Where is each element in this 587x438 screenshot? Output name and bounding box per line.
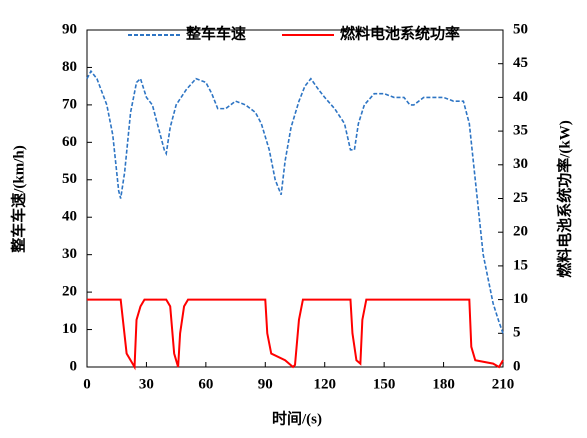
y-tick-label: 10 xyxy=(62,321,77,337)
x-tick-label: 150 xyxy=(373,376,396,392)
x-tick-label: 30 xyxy=(139,376,154,392)
y-tick-label: 50 xyxy=(62,171,77,187)
x-tick-label: 60 xyxy=(198,376,213,392)
y-tick-label: 60 xyxy=(62,134,77,150)
y2-tick-label: 15 xyxy=(513,257,528,273)
y2-tick-label: 50 xyxy=(513,21,528,37)
x-axis-label: 时间/(s) xyxy=(272,409,322,427)
y-tick-label: 40 xyxy=(62,209,77,225)
y2-tick-label: 0 xyxy=(513,358,521,374)
y2-tick-label: 20 xyxy=(513,224,528,240)
y-tick-label: 90 xyxy=(62,21,77,37)
y2-tick-label: 45 xyxy=(513,55,528,71)
y2-tick-label: 35 xyxy=(513,123,528,139)
x-tick-label: 210 xyxy=(492,376,515,392)
y-tick-label: 70 xyxy=(62,96,77,112)
x-tick-label: 180 xyxy=(432,376,455,392)
y2-tick-label: 25 xyxy=(513,190,528,206)
y-tick-label: 30 xyxy=(62,246,77,262)
y-tick-label: 20 xyxy=(62,284,77,300)
plot-frame xyxy=(86,29,504,368)
y-tick-label: 0 xyxy=(70,358,78,374)
y2-tick-label: 5 xyxy=(513,325,521,341)
series-line xyxy=(87,298,504,371)
y2-tick-label: 30 xyxy=(513,156,528,172)
series-line xyxy=(86,69,504,334)
x-tick-label: 0 xyxy=(83,376,91,392)
y2-axis-label: 燃料电池系统功率/(kW) xyxy=(555,120,573,278)
x-tick-label: 120 xyxy=(313,376,336,392)
y2-tick-label: 40 xyxy=(513,89,528,105)
legend-label: 整车车速 xyxy=(186,24,246,42)
y-tick-label: 80 xyxy=(62,59,77,75)
y-axis-label: 整车车速/(km/h) xyxy=(9,145,27,253)
legend-label: 燃料电池系统功率 xyxy=(340,24,460,42)
y2-tick-label: 10 xyxy=(513,291,528,307)
x-tick-label: 90 xyxy=(258,376,273,392)
